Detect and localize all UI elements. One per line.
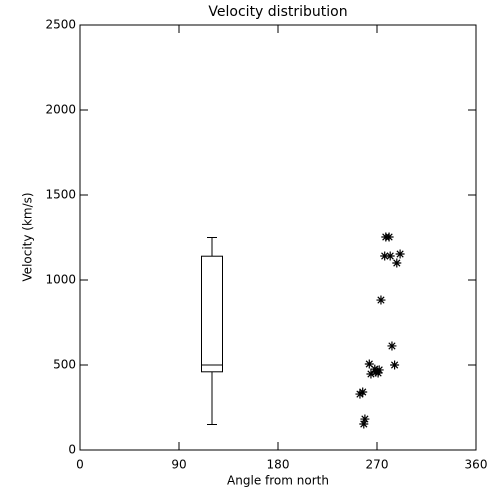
point	[395, 249, 405, 259]
point	[359, 419, 369, 429]
box	[201, 255, 223, 373]
x-tick-label: 180	[267, 458, 290, 472]
point	[370, 364, 380, 374]
x-tick-label: 270	[366, 458, 389, 472]
point	[390, 360, 400, 370]
point	[371, 367, 381, 377]
point	[360, 414, 370, 424]
y-tick-label: 2000	[45, 103, 76, 117]
x-tick-label: 360	[465, 458, 488, 472]
x-tick-label: 0	[76, 458, 84, 472]
y-tick-label: 0	[68, 443, 76, 457]
point	[385, 251, 395, 261]
y-tick-label: 500	[53, 358, 76, 372]
y-axis-label: Velocity (km/s)	[21, 192, 35, 281]
point	[392, 258, 402, 268]
point	[374, 365, 384, 375]
point	[376, 295, 386, 305]
point	[384, 232, 394, 242]
point	[373, 368, 383, 378]
x-axis-label: Angle from north	[227, 474, 329, 488]
y-tick-label: 1500	[45, 188, 76, 202]
point	[358, 387, 368, 397]
chart-title: Velocity distribution	[208, 4, 347, 20]
plot-frame	[79, 24, 477, 451]
point	[366, 369, 376, 379]
point	[387, 341, 397, 351]
y-tick-label: 1000	[45, 273, 76, 287]
x-tick-label: 90	[171, 458, 186, 472]
point	[364, 359, 374, 369]
point	[380, 251, 390, 261]
y-tick-label: 2500	[45, 18, 76, 32]
